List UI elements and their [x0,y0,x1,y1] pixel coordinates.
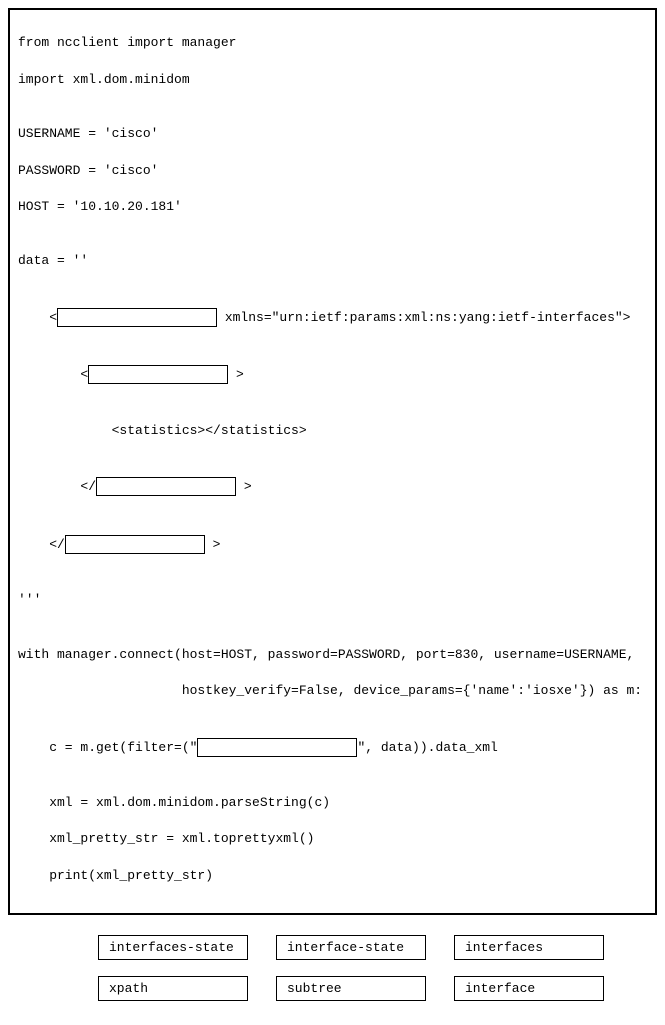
code-line: xml = xml.dom.minidom.parseString(c) [18,794,647,812]
blank-slot-1[interactable] [57,308,217,327]
answer-row: interfaces-state interface-state interfa… [98,935,657,960]
code-line: c = m.get(filter=(" ", data)).data_xml [18,737,647,758]
code-line: with manager.connect(host=HOST, password… [18,646,647,664]
code-line: < xmlns="urn:ietf:params:xml:ns:yang:iet… [18,307,647,328]
code-line: PASSWORD = 'cisco' [18,162,647,180]
code-line: xml_pretty_str = xml.toprettyxml() [18,830,647,848]
code-text: c = m.get(filter=(" [18,740,197,755]
code-container: from ncclient import manager import xml.… [8,8,657,915]
code-text: < [18,367,88,382]
code-line: from ncclient import manager [18,34,647,52]
code-line: import xml.dom.minidom [18,71,647,89]
code-text: xmlns="urn:ietf:params:xml:ns:yang:ietf-… [217,310,630,325]
answer-option-interface-state[interactable]: interface-state [276,935,426,960]
code-line: < > [18,364,647,385]
answer-option-xpath[interactable]: xpath [98,976,248,1001]
answer-option-subtree[interactable]: subtree [276,976,426,1001]
blank-slot-2[interactable] [88,365,228,384]
code-line: <statistics></statistics> [18,422,647,440]
code-text: ", data)).data_xml [357,740,497,755]
code-text: </ [18,479,96,494]
code-line: HOST = '10.10.20.181' [18,198,647,216]
code-line: USERNAME = 'cisco' [18,125,647,143]
answer-bank: interfaces-state interface-state interfa… [8,935,657,1001]
answer-option-interfaces-state[interactable]: interfaces-state [98,935,248,960]
blank-slot-4[interactable] [65,535,205,554]
answer-row: xpath subtree interface [98,976,657,1001]
code-text: > [236,479,252,494]
blank-slot-5[interactable] [197,738,357,757]
code-line: </ > [18,476,647,497]
code-line: print(xml_pretty_str) [18,867,647,885]
code-line: ''' [18,591,647,609]
code-text: > [228,367,244,382]
answer-option-interfaces[interactable]: interfaces [454,935,604,960]
blank-slot-3[interactable] [96,477,236,496]
code-line: data = '' [18,252,647,270]
code-line: </ > [18,534,647,555]
code-text: </ [18,537,65,552]
code-line: hostkey_verify=False, device_params={'na… [18,682,647,700]
code-text: < [18,310,57,325]
code-text: > [205,537,221,552]
answer-option-interface[interactable]: interface [454,976,604,1001]
